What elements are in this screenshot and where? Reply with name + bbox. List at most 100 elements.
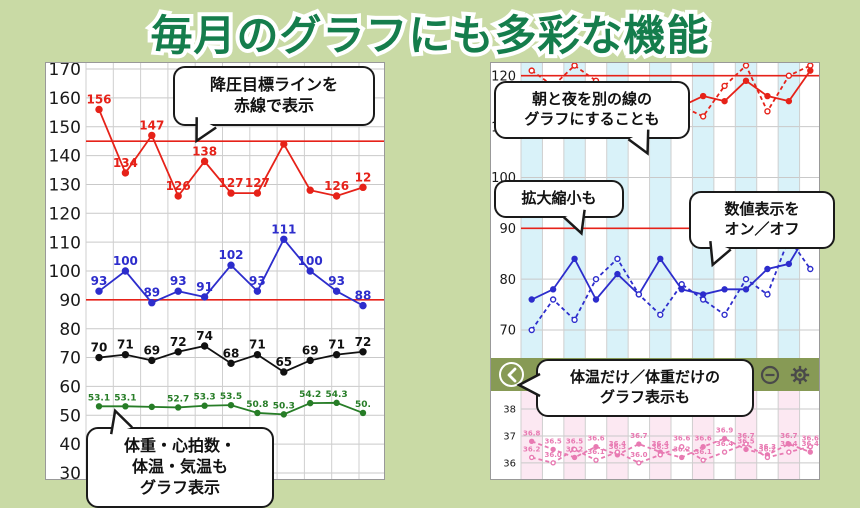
- svg-text:30: 30: [59, 464, 81, 479]
- svg-text:74: 74: [196, 329, 213, 343]
- svg-text:36.0: 36.0: [630, 451, 647, 459]
- svg-text:71: 71: [117, 338, 134, 352]
- svg-text:36.6: 36.6: [673, 435, 690, 443]
- svg-text:89: 89: [143, 286, 160, 300]
- svg-text:53.5: 53.5: [220, 392, 242, 402]
- svg-text:12: 12: [355, 170, 372, 184]
- svg-text:54.3: 54.3: [325, 390, 347, 400]
- svg-text:100: 100: [49, 262, 81, 282]
- callout-single-graph: 体温だけ／体重だけの グラフ表示も: [516, 359, 754, 417]
- svg-text:71: 71: [249, 338, 266, 352]
- svg-text:36.1: 36.1: [694, 448, 711, 456]
- svg-text:36.6: 36.6: [694, 435, 711, 443]
- bubble-tail: [195, 117, 217, 144]
- callout-zoom: 拡大縮小も: [494, 180, 624, 236]
- svg-text:93: 93: [249, 274, 266, 288]
- svg-text:36.3: 36.3: [652, 443, 669, 451]
- svg-text:36.0: 36.0: [544, 451, 561, 459]
- svg-text:36.5: 36.5: [566, 437, 583, 445]
- svg-text:53.1: 53.1: [114, 393, 136, 403]
- svg-text:126: 126: [166, 179, 191, 193]
- svg-text:40: 40: [59, 435, 81, 455]
- svg-text:127: 127: [245, 176, 270, 190]
- svg-text:65: 65: [275, 355, 292, 369]
- svg-text:60: 60: [59, 378, 81, 398]
- svg-text:36.4: 36.4: [716, 440, 733, 448]
- bubble-tail: [627, 129, 650, 156]
- svg-text:72: 72: [170, 335, 187, 349]
- svg-text:36.6: 36.6: [587, 435, 604, 443]
- svg-text:37: 37: [503, 432, 516, 443]
- settings-gear-icon[interactable]: [789, 364, 811, 386]
- svg-text:36: 36: [503, 458, 516, 469]
- bubble-tail: [709, 240, 732, 267]
- svg-text:140: 140: [49, 147, 81, 167]
- prev-graph-button[interactable]: [499, 362, 524, 387]
- svg-text:120: 120: [49, 204, 81, 224]
- svg-text:36.1: 36.1: [587, 448, 604, 456]
- svg-text:80: 80: [59, 320, 81, 340]
- svg-text:102: 102: [218, 248, 243, 262]
- svg-text:93: 93: [91, 274, 108, 288]
- svg-text:36.4: 36.4: [652, 440, 669, 448]
- svg-text:147: 147: [139, 118, 164, 132]
- svg-text:127: 127: [218, 176, 243, 190]
- svg-text:36.7: 36.7: [780, 432, 797, 440]
- toolbar-icons: [760, 364, 811, 386]
- zoom-out-icon[interactable]: [760, 365, 780, 385]
- svg-text:52.7: 52.7: [167, 394, 189, 404]
- svg-text:130: 130: [49, 176, 81, 196]
- svg-text:69: 69: [302, 343, 319, 357]
- svg-text:80: 80: [499, 273, 516, 288]
- svg-text:36.4: 36.4: [609, 440, 626, 448]
- svg-text:88: 88: [355, 289, 372, 303]
- callout-text: 降圧目標ラインを: [209, 77, 338, 94]
- svg-text:36.2: 36.2: [523, 445, 540, 453]
- svg-text:36.6: 36.6: [802, 435, 819, 443]
- svg-text:36.7: 36.7: [737, 432, 754, 440]
- svg-text:50: 50: [59, 406, 81, 426]
- svg-text:70: 70: [499, 324, 516, 339]
- svg-text:50.: 50.: [355, 400, 371, 410]
- callout-text: 体重・心拍数・: [123, 438, 236, 455]
- callout-text: 拡大縮小も: [521, 190, 597, 207]
- svg-text:150: 150: [49, 118, 81, 138]
- svg-text:36.3: 36.3: [609, 443, 626, 451]
- svg-text:110: 110: [49, 233, 81, 253]
- svg-text:70: 70: [91, 341, 108, 355]
- svg-text:138: 138: [192, 144, 217, 158]
- svg-text:111: 111: [271, 222, 296, 236]
- monthly-graph-panel: 170 160 150 140 130 120 110 100 90 80 70 60 50 40 30 15…: [45, 60, 387, 484]
- callout-text: 数値表示を: [724, 201, 800, 218]
- callout-text: 体温・気温も: [131, 459, 228, 477]
- svg-text:70: 70: [59, 349, 81, 369]
- callout-text: グラフ表示: [139, 480, 220, 498]
- svg-text:36.7: 36.7: [630, 432, 647, 440]
- callout-text: オン／オフ: [724, 220, 800, 238]
- callout-text: 体温だけ／体重だけの: [569, 369, 720, 386]
- bubble-tail: [563, 209, 586, 236]
- svg-text:93: 93: [170, 274, 187, 288]
- callout-text: 赤線で表示: [233, 98, 314, 116]
- svg-text:91: 91: [196, 280, 213, 294]
- svg-text:54.2: 54.2: [299, 390, 321, 400]
- svg-text:36.4: 36.4: [780, 440, 797, 448]
- svg-text:170: 170: [49, 63, 81, 80]
- svg-text:90: 90: [499, 222, 516, 237]
- svg-text:36.2: 36.2: [673, 445, 690, 453]
- svg-text:126: 126: [324, 179, 349, 193]
- callout-text: 朝と夜を別の線の: [531, 91, 652, 108]
- svg-text:36.8: 36.8: [523, 429, 540, 437]
- page-title: 毎月のグラフにも多彩な機能: [146, 8, 712, 63]
- callout-value-toggle: 数値表示を オン／オフ: [689, 191, 835, 267]
- svg-text:100: 100: [298, 254, 323, 268]
- svg-text:100: 100: [113, 254, 138, 268]
- callout-morning-evening: 朝と夜を別の線の グラフにすることも: [494, 81, 690, 156]
- svg-text:50.8: 50.8: [246, 400, 268, 410]
- svg-text:72: 72: [355, 335, 372, 349]
- svg-text:93: 93: [328, 274, 345, 288]
- svg-text:120: 120: [491, 69, 516, 84]
- chevron-left-icon: [507, 367, 516, 382]
- svg-text:90: 90: [59, 291, 81, 311]
- svg-text:38: 38: [503, 405, 516, 416]
